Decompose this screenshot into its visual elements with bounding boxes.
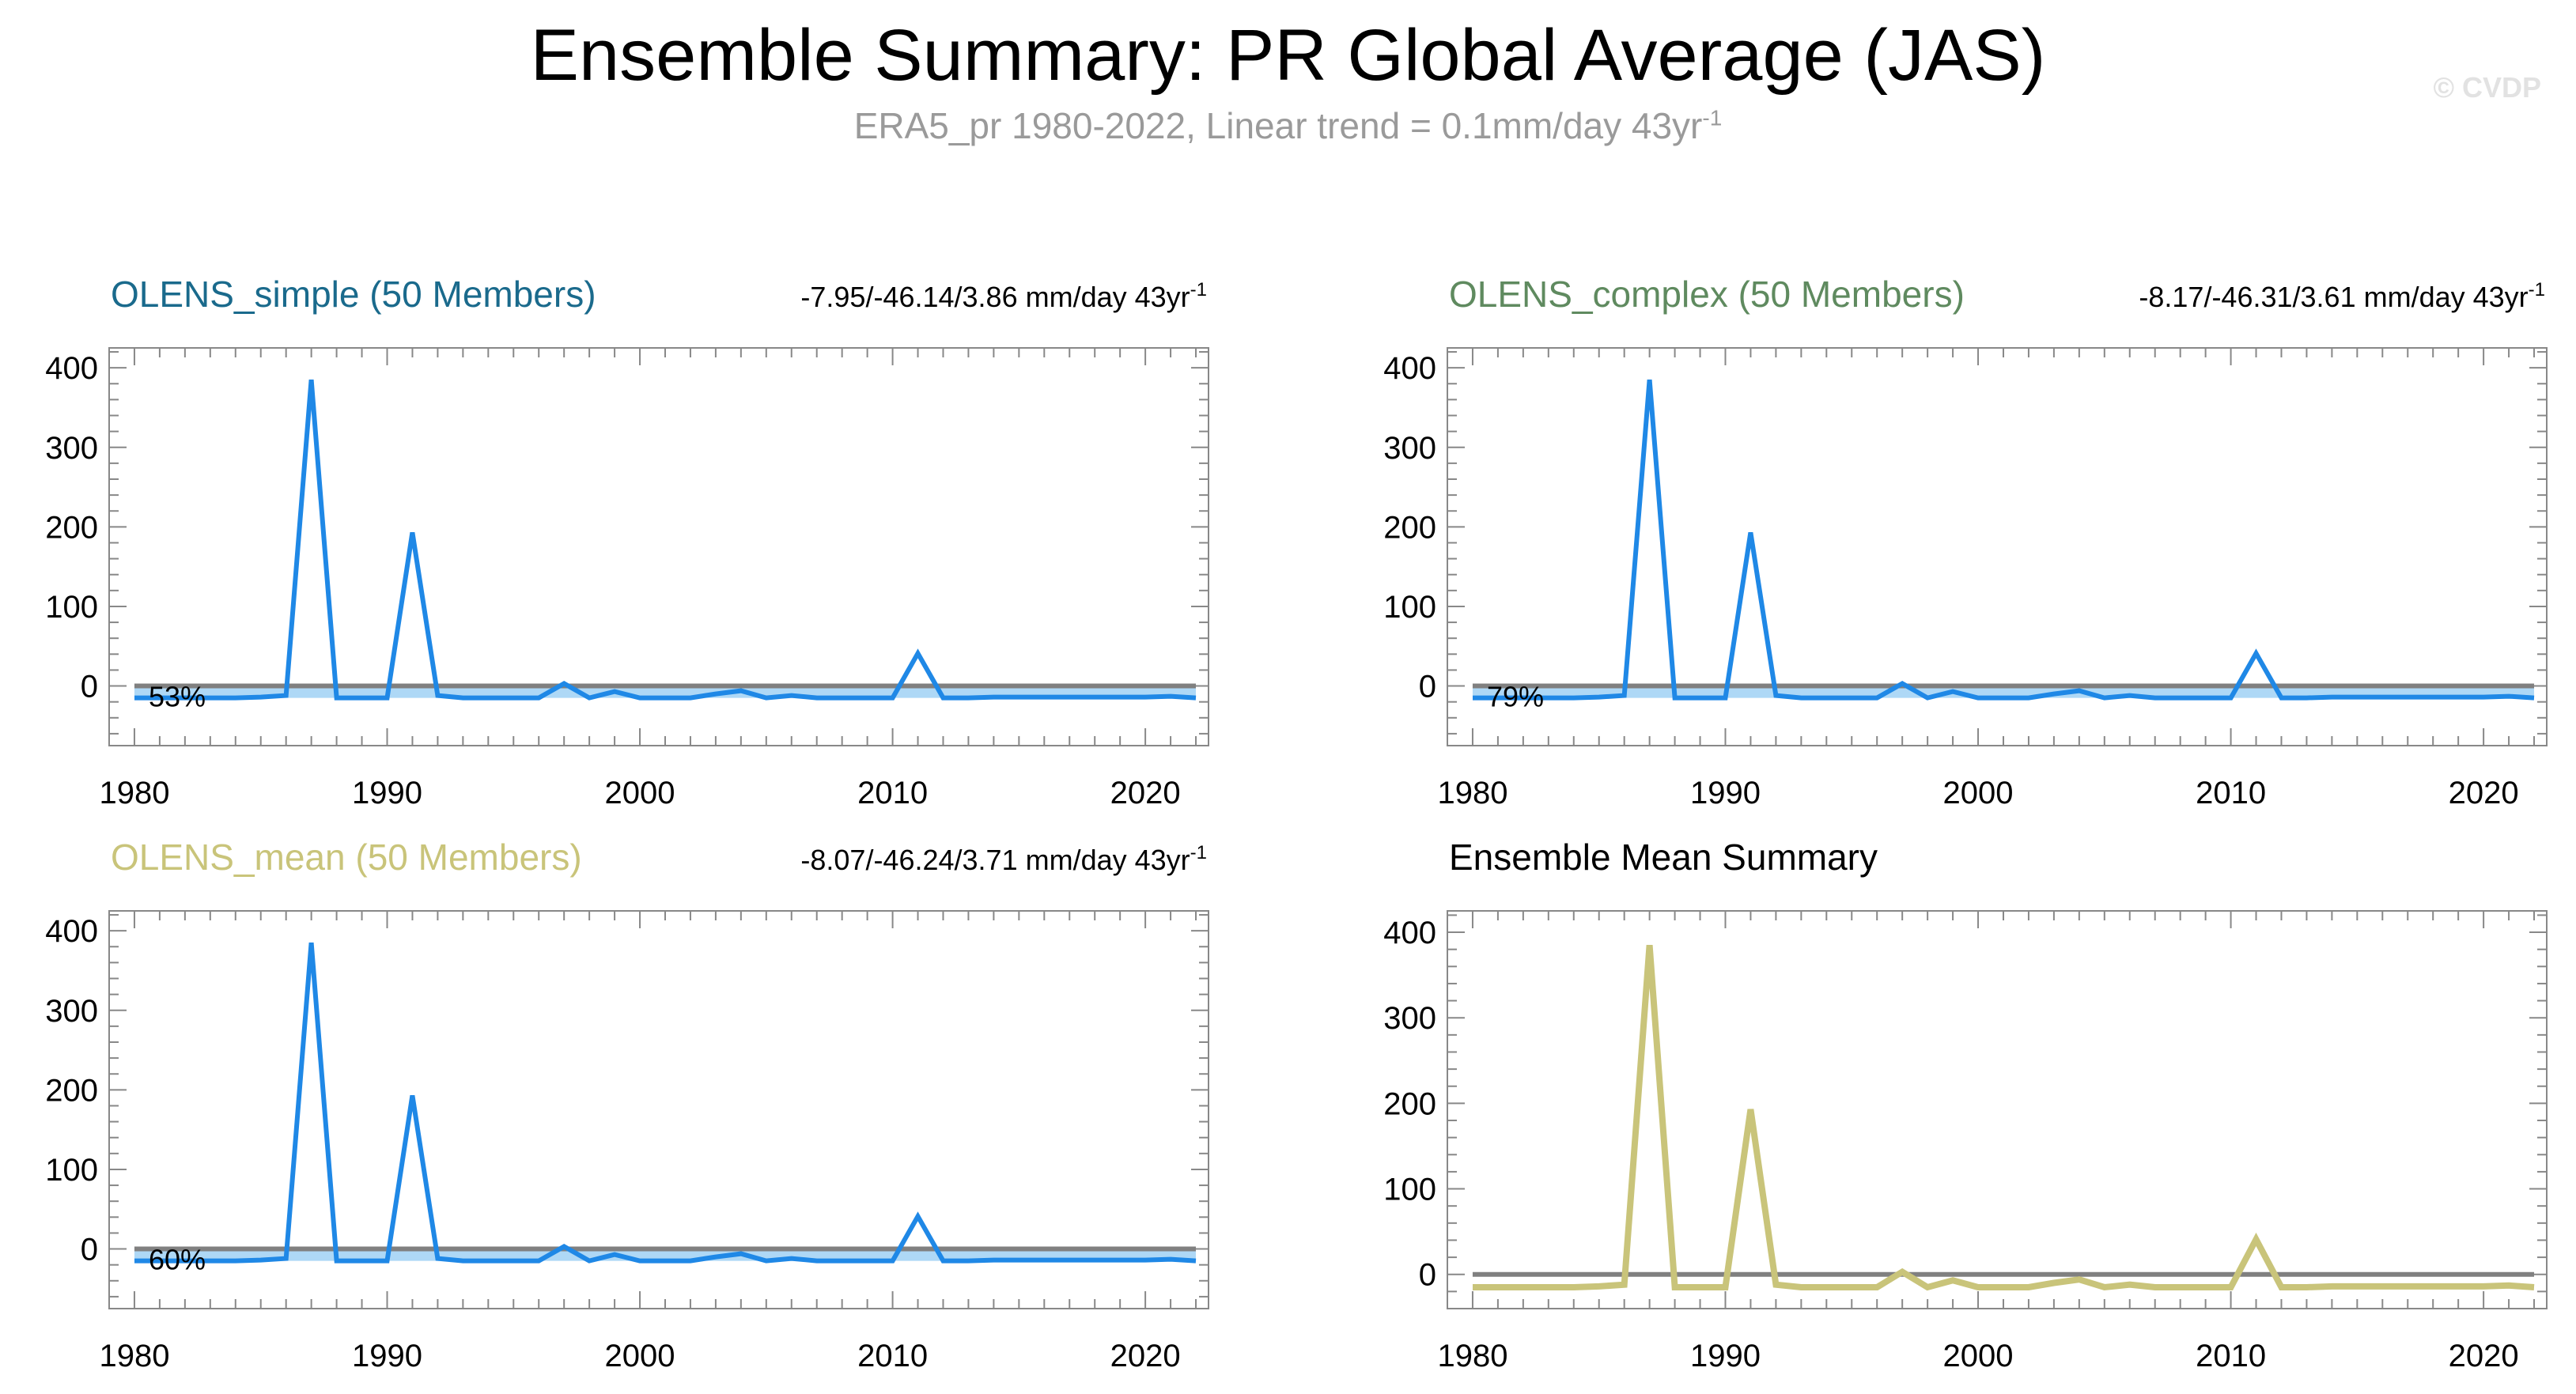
watermark: © CVDP [2433, 71, 2541, 104]
subtitle-superscript: -1 [1702, 105, 1723, 130]
x-tick-label: 1990 [1690, 776, 1761, 810]
y-tick-label: 100 [45, 1153, 98, 1188]
trend-label: -8.07/-46.24/3.71 mm/day 43yr-1 [800, 842, 1207, 876]
ensemble-member-line [134, 942, 1197, 1264]
plot-frame [1447, 910, 2548, 1309]
x-tick-label: 1990 [1690, 1339, 1761, 1373]
y-tick-label: 400 [45, 914, 98, 949]
y-tick-label: 300 [45, 431, 98, 466]
y-tick-label: 100 [1383, 1173, 1436, 1207]
x-tick-label: 2020 [2449, 776, 2519, 810]
trend-text: -7.95/-46.14/3.86 mm/day 43yr [800, 281, 1190, 313]
x-tick-label: 2010 [857, 1339, 928, 1373]
x-tick-label: 2000 [1943, 1339, 2014, 1373]
subtitle-text: ERA5_pr 1980-2022, Linear trend = 0.1mm/… [853, 105, 1703, 146]
x-tick-label: 2010 [857, 776, 928, 810]
x-tick-label: 2010 [2196, 776, 2266, 810]
x-tick-label: 2000 [605, 776, 675, 810]
y-tick-label: 200 [45, 1073, 98, 1108]
y-tick-label: 200 [1383, 510, 1436, 545]
ensemble-spread-band [1472, 687, 2535, 698]
plot-panel-bottom-right: 1980 1990 2000 2010 2020 0 100 200 300 400 Ensembl… [1383, 837, 2548, 1373]
panel-title: OLENS_complex (50 Members) [1449, 274, 1965, 315]
trend-label: -7.95/-46.14/3.86 mm/day 43yr-1 [800, 279, 1207, 313]
y-tick-label: 400 [1383, 351, 1436, 386]
ensemble-member-line [134, 379, 1197, 701]
plot-panel-top-left: 1980 1990 2000 2010 2020 0 100 200 300 400 53% OLEN… [45, 274, 1209, 810]
x-tick-label: 1980 [99, 1339, 169, 1373]
ensemble-spread-band [134, 1250, 1197, 1261]
y-tick-label: 200 [45, 510, 98, 545]
x-tick-label: 1990 [352, 1339, 422, 1373]
plot-panel-top-right: 1980 1990 2000 2010 2020 0 100 200 300 400 79% OLEN… [1383, 274, 2548, 810]
y-tick-label: 400 [45, 351, 98, 386]
y-tick-label: 0 [81, 1233, 98, 1267]
trend-superscript: -1 [1190, 842, 1207, 863]
percent-label: 79% [1487, 681, 1544, 713]
plot-frame [108, 910, 1209, 1309]
ensemble-spread-band [134, 687, 1197, 698]
page-subtitle: ERA5_pr 1980-2022, Linear trend = 0.1mm/… [0, 104, 2576, 147]
y-tick-label: 0 [81, 670, 98, 705]
panel-title: OLENS_simple (50 Members) [111, 274, 596, 315]
x-tick-label: 2010 [2196, 1339, 2266, 1373]
y-tick-label: 400 [1383, 916, 1436, 950]
percent-label: 60% [149, 1244, 206, 1276]
ensemble-mean-line [1473, 945, 2535, 1291]
plot-frame [108, 347, 1209, 746]
panel-title: Ensemble Mean Summary [1449, 837, 1878, 878]
panel-title: OLENS_mean (50 Members) [111, 837, 582, 878]
y-tick-label: 0 [1419, 670, 1436, 705]
y-tick-label: 300 [1383, 1001, 1436, 1036]
plot-frame [1447, 347, 2548, 746]
percent-label: 53% [149, 681, 206, 713]
x-tick-label: 2020 [1110, 1339, 1181, 1373]
trend-label: -8.17/-46.31/3.61 mm/day 43yr-1 [2139, 279, 2545, 313]
x-tick-label: 2020 [2449, 1339, 2519, 1373]
x-tick-label: 2000 [605, 1339, 675, 1373]
trend-superscript: -1 [2529, 279, 2545, 300]
plot-panel-bottom-left: 1980 1990 2000 2010 2020 0 100 200 300 400 60% OLEN… [45, 837, 1209, 1373]
y-tick-label: 200 [1383, 1086, 1436, 1121]
ensemble-member-line [1473, 379, 2535, 701]
y-tick-label: 300 [45, 994, 98, 1029]
x-tick-label: 1990 [352, 776, 422, 810]
y-tick-label: 100 [45, 590, 98, 625]
page-title: Ensemble Summary: PR Global Average (JAS… [530, 15, 2046, 96]
x-tick-label: 2020 [1110, 776, 1181, 810]
y-tick-label: 300 [1383, 431, 1436, 466]
trend-text: -8.07/-46.24/3.71 mm/day 43yr [800, 844, 1190, 876]
x-tick-label: 1980 [1437, 776, 1507, 810]
x-tick-label: 1980 [1437, 1339, 1507, 1373]
trend-text: -8.17/-46.31/3.61 mm/day 43yr [2139, 281, 2528, 313]
y-tick-label: 100 [1383, 590, 1436, 625]
x-tick-label: 2000 [1943, 776, 2014, 810]
y-tick-label: 0 [1419, 1258, 1436, 1293]
trend-superscript: -1 [1190, 279, 1207, 300]
x-tick-label: 1980 [99, 776, 169, 810]
